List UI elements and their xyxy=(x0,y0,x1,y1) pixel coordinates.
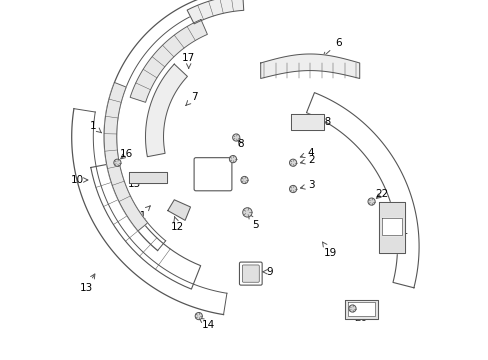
Polygon shape xyxy=(130,19,207,102)
Text: 6: 6 xyxy=(322,38,341,57)
FancyBboxPatch shape xyxy=(194,158,231,191)
Text: 4: 4 xyxy=(300,148,314,158)
Text: 11: 11 xyxy=(133,206,150,221)
Text: 1: 1 xyxy=(90,121,102,133)
Text: 17: 17 xyxy=(182,53,195,68)
Circle shape xyxy=(242,208,251,217)
Polygon shape xyxy=(145,64,187,157)
Text: 19: 19 xyxy=(322,242,336,258)
Text: 10: 10 xyxy=(70,175,88,185)
Polygon shape xyxy=(379,202,404,253)
Polygon shape xyxy=(260,54,359,78)
Circle shape xyxy=(289,159,296,166)
Polygon shape xyxy=(306,93,418,288)
Polygon shape xyxy=(345,300,377,319)
Polygon shape xyxy=(291,114,323,130)
Circle shape xyxy=(229,156,236,163)
Polygon shape xyxy=(381,218,401,235)
Circle shape xyxy=(232,134,239,141)
Text: 2: 2 xyxy=(300,155,314,165)
Polygon shape xyxy=(167,200,190,220)
Text: 14: 14 xyxy=(199,318,215,330)
Circle shape xyxy=(195,312,202,320)
Polygon shape xyxy=(347,302,374,316)
Polygon shape xyxy=(104,0,230,251)
Text: 8: 8 xyxy=(237,139,244,149)
Text: 3: 3 xyxy=(300,180,314,190)
Polygon shape xyxy=(72,109,226,315)
Polygon shape xyxy=(104,82,147,231)
FancyBboxPatch shape xyxy=(239,262,262,285)
Text: 22: 22 xyxy=(375,189,388,199)
Circle shape xyxy=(289,185,296,193)
Text: 7: 7 xyxy=(185,92,197,105)
Text: 13: 13 xyxy=(80,274,95,293)
FancyBboxPatch shape xyxy=(242,265,259,282)
Circle shape xyxy=(241,176,247,184)
Polygon shape xyxy=(91,163,200,289)
Circle shape xyxy=(114,159,121,166)
Text: 15: 15 xyxy=(128,179,141,189)
Text: 9: 9 xyxy=(263,267,272,277)
Polygon shape xyxy=(187,0,243,24)
Text: 21: 21 xyxy=(395,226,408,236)
Circle shape xyxy=(367,198,374,205)
Text: 20: 20 xyxy=(352,309,366,323)
Circle shape xyxy=(348,305,355,312)
Text: 12: 12 xyxy=(171,216,184,232)
Text: 18: 18 xyxy=(313,117,331,127)
Polygon shape xyxy=(129,172,167,183)
Text: 5: 5 xyxy=(248,214,258,230)
Text: 16: 16 xyxy=(120,149,133,159)
